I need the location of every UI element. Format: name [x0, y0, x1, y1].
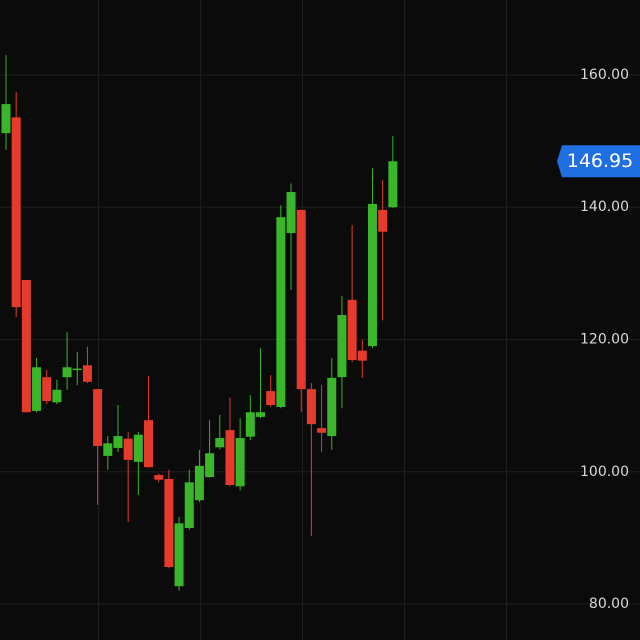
candle-body [123, 438, 133, 460]
candle-body [62, 367, 72, 378]
candle-body [184, 482, 194, 528]
candle-body [266, 391, 276, 405]
candle-body [113, 436, 123, 448]
candle-body [205, 453, 215, 478]
candle-body [296, 209, 306, 390]
candle-body [32, 367, 42, 411]
candle-body [235, 438, 245, 487]
candle-body [337, 315, 347, 378]
candle-body [256, 412, 265, 417]
candle-body [11, 117, 21, 308]
candle-body [388, 161, 398, 208]
candle-body [93, 389, 103, 446]
candle-body [245, 412, 255, 437]
candle-body [72, 368, 82, 371]
last-price-label: 146.95 [567, 150, 633, 172]
candle-body [144, 420, 154, 468]
candle-body [327, 377, 337, 437]
candle-body [357, 350, 367, 361]
candle-body [164, 479, 174, 567]
candle-body [367, 203, 377, 347]
candle-body [174, 523, 184, 587]
candle-body [133, 434, 143, 462]
candle-body [347, 299, 357, 361]
candle-body [306, 389, 316, 425]
y-tick-label: 100.00 [580, 464, 629, 480]
candle-body [42, 377, 52, 402]
candle-body [215, 438, 225, 448]
candle-body [194, 465, 204, 501]
candle-body [103, 443, 113, 456]
candle-body [378, 209, 388, 232]
candle-body [21, 279, 31, 413]
y-tick-label: 120.00 [580, 332, 629, 348]
candle-body [52, 389, 62, 403]
candle-body [317, 428, 327, 433]
candle-body [276, 217, 286, 407]
candle-body [225, 430, 235, 485]
last-price-tag [557, 145, 640, 178]
y-tick-label: 140.00 [580, 199, 629, 215]
candle-body [154, 475, 164, 480]
candle-body [286, 192, 296, 234]
candle-body [82, 365, 92, 382]
y-tick-label: 80.00 [589, 596, 629, 612]
candle-body [1, 104, 11, 134]
y-tick-label: 160.00 [580, 67, 629, 83]
